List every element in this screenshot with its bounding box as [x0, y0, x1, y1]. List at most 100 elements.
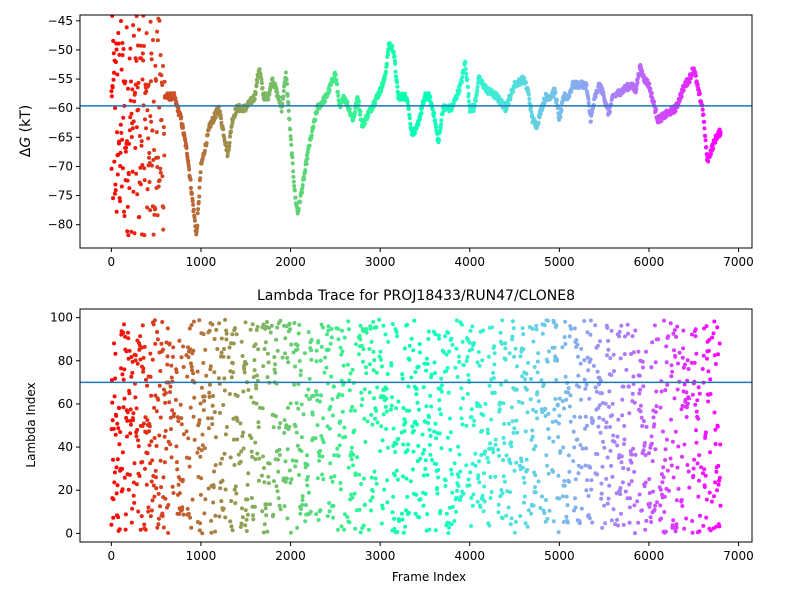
lambda-point — [411, 428, 416, 433]
lambda-point — [700, 367, 705, 371]
lambda-point — [233, 501, 238, 506]
lambda-point — [321, 416, 326, 421]
lambda-point — [566, 453, 571, 458]
lambda-point — [219, 336, 224, 341]
lambda-point — [437, 431, 442, 436]
lambda-point — [587, 396, 592, 401]
lambda-point — [292, 382, 297, 387]
lambda-point — [422, 473, 426, 478]
lambda-point — [489, 417, 494, 422]
lambda-point — [149, 439, 154, 444]
lambda-point — [352, 428, 357, 433]
lambda-point — [174, 370, 179, 375]
delta-g-point — [290, 161, 295, 166]
lambda-point — [685, 463, 690, 467]
lambda-point — [606, 347, 611, 352]
lambda-point — [565, 503, 570, 508]
lambda-point — [405, 322, 409, 327]
lambda-point — [166, 531, 171, 535]
lambda-point — [262, 480, 267, 485]
lambda-point — [500, 318, 505, 323]
lambda-point — [249, 449, 254, 454]
lambda-point — [342, 425, 347, 430]
lambda-point — [599, 481, 604, 486]
lambda-point — [152, 405, 157, 410]
lambda-point — [482, 499, 487, 504]
lambda-point — [529, 437, 534, 442]
delta-g-point — [456, 92, 461, 96]
lambda-point — [410, 424, 415, 429]
lambda-point — [117, 527, 122, 532]
lambda-point — [377, 317, 382, 322]
lambda-point — [243, 508, 248, 513]
lambda-point — [673, 529, 678, 534]
delta-g-point — [475, 85, 480, 89]
lambda-point — [576, 354, 580, 359]
delta-g-point — [449, 107, 454, 112]
lambda-point — [223, 432, 228, 437]
delta-g-point — [218, 109, 222, 114]
lambda-point — [184, 429, 189, 434]
delta-g-point — [323, 99, 327, 104]
lambda-point — [210, 403, 215, 408]
lambda-point — [582, 377, 587, 382]
lambda-point — [338, 487, 343, 492]
delta-g-point — [131, 33, 136, 38]
delta-g-point — [148, 208, 153, 213]
lambda-point — [246, 388, 251, 392]
lambda-point — [401, 406, 406, 410]
lambda-point — [617, 329, 622, 334]
lambda-point — [180, 477, 185, 482]
lambda-point — [141, 366, 146, 371]
delta-g-point — [134, 171, 139, 176]
lambda-point — [675, 465, 680, 470]
lambda-point — [363, 440, 368, 444]
lambda-point — [243, 320, 248, 325]
lambda-point — [619, 454, 624, 459]
lambda-point — [293, 364, 297, 369]
lambda-point — [186, 355, 191, 360]
lambda-point — [146, 505, 151, 510]
lambda-point — [447, 349, 452, 354]
lambda-point — [403, 420, 408, 425]
lambda-point — [197, 418, 202, 423]
delta-g-point — [229, 129, 234, 134]
lambda-point — [701, 471, 705, 476]
lambda-point — [436, 468, 441, 472]
delta-g-point — [292, 188, 297, 193]
lambda-point — [129, 374, 134, 379]
lambda-point — [476, 473, 481, 478]
lambda-point — [385, 500, 390, 505]
lambda-point — [157, 433, 162, 438]
lambda-point — [213, 435, 218, 440]
lambda-point — [275, 348, 280, 353]
lambda-point — [432, 360, 437, 365]
delta-g-point — [305, 150, 310, 155]
lambda-point — [234, 491, 239, 496]
lambda-point — [111, 457, 115, 462]
lambda-point — [177, 338, 182, 343]
delta-g-plot-frame — [79, 14, 753, 249]
lambda-point — [652, 323, 657, 328]
lambda-point — [687, 485, 692, 490]
lambda-y-tick-label: 20 — [58, 483, 73, 497]
lambda-point — [314, 348, 319, 353]
delta-g-point — [197, 194, 202, 199]
lambda-point — [456, 354, 461, 359]
lambda-point — [352, 491, 357, 496]
lambda-point — [154, 475, 158, 480]
lambda-point — [132, 461, 137, 466]
lambda-point — [416, 407, 421, 412]
lambda-point — [591, 363, 596, 368]
delta-g-point — [125, 178, 130, 183]
lambda-point — [122, 322, 126, 327]
delta-g-point — [161, 64, 165, 68]
lambda-point — [520, 465, 525, 470]
lambda-point — [221, 403, 226, 407]
delta-g-point — [701, 112, 706, 117]
delta-g-point — [385, 62, 389, 67]
lambda-point — [715, 424, 720, 429]
lambda-point — [703, 430, 708, 435]
delta-g-y-tick-label: −55 — [48, 72, 73, 86]
lambda-point — [293, 464, 298, 469]
